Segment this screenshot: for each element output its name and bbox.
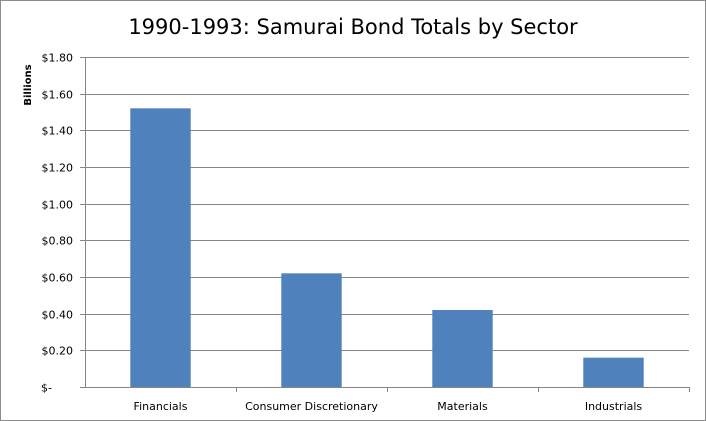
y-tick-label: $0.40 — [42, 309, 74, 322]
x-tick-label: Financials — [134, 400, 188, 413]
x-tick-label: Materials — [437, 400, 488, 413]
axes — [85, 57, 689, 388]
y-tick-label: $0.20 — [42, 345, 74, 358]
chart-title: 1990-1993: Samurai Bond Totals by Sector — [128, 15, 578, 39]
y-tick-label: $1.80 — [42, 52, 74, 65]
bar-industrials — [583, 357, 644, 387]
x-tick-label: Consumer Discretionary — [245, 400, 378, 413]
y-tick-label: $0.80 — [42, 235, 74, 248]
y-tick-label: $0.60 — [42, 272, 74, 285]
bars — [130, 108, 644, 387]
y-tick-label: $1.00 — [42, 199, 74, 212]
y-tick-label: $1.60 — [42, 89, 74, 102]
x-tick-labels: Financials Consumer Discretionary Material… — [134, 400, 643, 413]
y-tick-label: $1.20 — [42, 162, 74, 175]
y-axis-label: Billions — [23, 64, 34, 105]
y-tick-labels: $- $0.20 $0.40 $0.60 $0.80 $1.00 $1.20 $1.40 $1.… — [41, 52, 73, 395]
y-tick-label: $1.40 — [42, 125, 74, 138]
bar-consumer-discretionary — [281, 273, 342, 387]
y-tick-label: $- — [41, 382, 52, 395]
bar-financials — [130, 108, 191, 387]
bar-materials — [432, 310, 493, 387]
x-tick-label: Industrials — [585, 400, 643, 413]
